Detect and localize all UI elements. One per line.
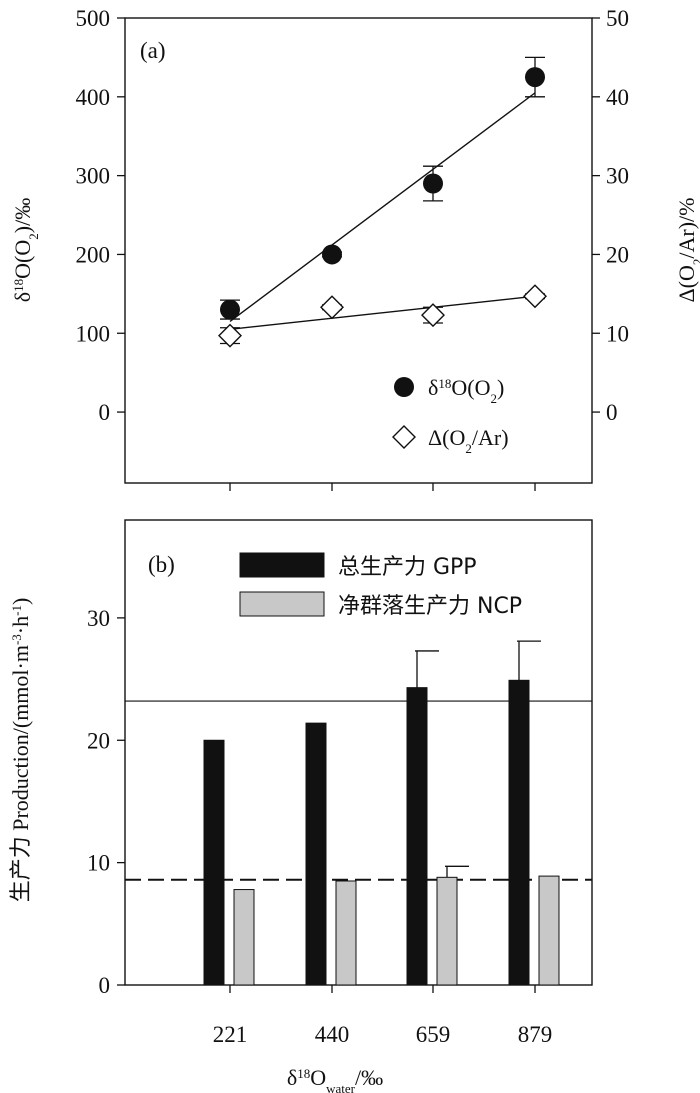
x-axis-label-part: /‰ bbox=[355, 1065, 383, 1090]
legend-label-part: O(O bbox=[451, 375, 490, 400]
right-y-tick-label: 50 bbox=[606, 6, 629, 31]
legend-label-part: 2 bbox=[465, 441, 472, 456]
bar-ncp bbox=[538, 875, 560, 986]
panel-b-frame bbox=[124, 519, 593, 986]
left-y-tick-label: 300 bbox=[76, 164, 111, 189]
x-tick-label: 440 bbox=[315, 1022, 350, 1047]
left-y-axis-label-part: δ bbox=[10, 292, 35, 302]
y-axis-label: 生产力 Production/(mmol·m-3·h-1) bbox=[8, 598, 33, 903]
y-axis-label-part: ·h bbox=[8, 616, 33, 634]
left-y-axis-label-part: O(O bbox=[10, 240, 35, 279]
right-y-tick-label: 40 bbox=[606, 85, 629, 110]
x-axis-label: δ18Owater/‰ bbox=[287, 1065, 383, 1093]
left-y-axis-label-part: 18 bbox=[11, 279, 26, 292]
legend-swatch-gpp bbox=[239, 552, 325, 578]
fit-line bbox=[229, 92, 536, 322]
y-tick-label: 30 bbox=[87, 606, 110, 631]
y-tick-label: 20 bbox=[87, 728, 110, 753]
data-point-diamond bbox=[421, 303, 445, 328]
data-point-circle bbox=[525, 67, 545, 88]
bar-ncp bbox=[436, 876, 458, 986]
left-y-tick-label: 400 bbox=[76, 85, 111, 110]
data-point-diamond bbox=[218, 323, 242, 348]
left-y-tick-label: 500 bbox=[76, 6, 111, 31]
left-y-tick-label: 0 bbox=[99, 400, 111, 425]
bar-gpp bbox=[305, 722, 327, 986]
legend-label: Δ(O2/Ar) bbox=[428, 425, 509, 456]
panel-b-label: (b) bbox=[148, 552, 175, 577]
y-tick-label: 10 bbox=[87, 851, 110, 876]
left-y-tick-label: 200 bbox=[76, 242, 111, 267]
left-y-axis-label: δ18O(O2)/‰ bbox=[10, 198, 41, 302]
right-y-tick-label: 0 bbox=[606, 400, 618, 425]
x-tick-label: 659 bbox=[416, 1022, 451, 1047]
bar-gpp bbox=[406, 687, 428, 986]
legend-label-part: /Ar) bbox=[472, 425, 509, 450]
bar-ncp bbox=[335, 880, 357, 986]
x-axis-label-part: water bbox=[326, 1081, 356, 1093]
x-tick-label: 879 bbox=[518, 1022, 553, 1047]
bar-gpp bbox=[508, 679, 530, 986]
left-y-axis-label-part: )/‰ bbox=[10, 198, 35, 233]
legend-label-part: ) bbox=[497, 375, 504, 400]
left-y-axis-label-part: 2 bbox=[26, 233, 41, 240]
right-y-tick-label: 30 bbox=[606, 164, 629, 189]
fit-line bbox=[229, 295, 536, 331]
panel-b: 0 10 20 30 221 440 659 879 (b) 总生产力 GPP 净群落生产力 NCP… bbox=[8, 552, 592, 1093]
right-y-axis-label-part: Δ(O bbox=[674, 265, 699, 302]
panel-a: 010020030040050001020304050(a)δ18O(O2)/‰… bbox=[10, 6, 700, 491]
legend-label-part: δ bbox=[428, 375, 438, 400]
x-tick-label: 221 bbox=[213, 1022, 248, 1047]
right-y-tick-label: 10 bbox=[606, 321, 629, 346]
legend-circle-marker bbox=[394, 377, 414, 397]
y-axis-label-part: -1 bbox=[9, 605, 24, 616]
y-axis-label-part: 生产力 Production/(mmol·m bbox=[8, 645, 33, 902]
y-axis-label-part: -3 bbox=[9, 634, 24, 645]
right-y-axis-label-part: /Ar)/% bbox=[674, 198, 699, 259]
data-point-diamond bbox=[523, 284, 547, 309]
legend-label-ncp: 净群落生产力 NCP bbox=[338, 594, 522, 619]
x-axis-label-part: 18 bbox=[297, 1066, 310, 1081]
legend-swatch-ncp bbox=[239, 591, 325, 617]
data-point-diamond bbox=[320, 295, 344, 320]
bar-gpp bbox=[203, 739, 225, 986]
x-axis-label-part: O bbox=[310, 1065, 326, 1090]
legend-diamond-marker bbox=[392, 425, 416, 449]
y-tick-label: 0 bbox=[99, 973, 111, 998]
left-y-tick-label: 100 bbox=[76, 321, 111, 346]
bar-ncp bbox=[233, 889, 255, 986]
panel-a-frame bbox=[124, 17, 593, 484]
y-axis-label-part: ) bbox=[8, 598, 33, 605]
right-y-axis-label: Δ(O2/Ar)/% bbox=[674, 198, 700, 303]
legend-label-part: 2 bbox=[490, 391, 497, 406]
data-point-circle bbox=[220, 299, 240, 320]
legend-label: δ18O(O2) bbox=[428, 375, 504, 406]
data-point-circle bbox=[423, 173, 443, 194]
right-y-tick-label: 20 bbox=[606, 242, 629, 267]
legend-label-part: Δ(O bbox=[428, 425, 465, 450]
data-point-circle bbox=[322, 244, 342, 265]
x-axis-label-part: δ bbox=[287, 1065, 297, 1090]
right-y-axis-label-part: 2 bbox=[690, 259, 700, 266]
legend-label-gpp: 总生产力 GPP bbox=[338, 555, 477, 580]
legend-label-part: 18 bbox=[438, 376, 451, 391]
panel-a-label: (a) bbox=[140, 38, 166, 63]
